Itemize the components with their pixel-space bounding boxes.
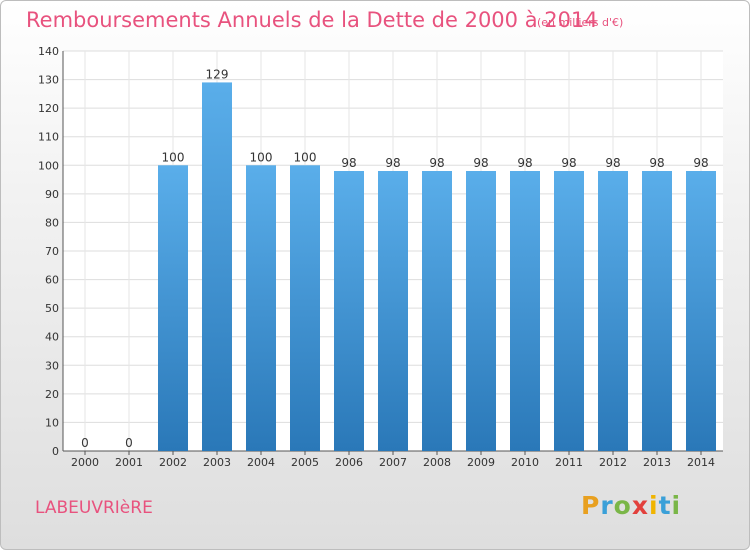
logo-letter: i <box>649 491 659 520</box>
data-label-2006: 98 <box>341 156 356 170</box>
commune-name: LABEUVRIèRE <box>35 498 153 518</box>
data-label-2000: 0 <box>81 436 89 450</box>
y-tick-label: 80 <box>45 216 59 229</box>
x-tick-label: 2010 <box>511 456 539 469</box>
y-tick-label: 70 <box>45 245 59 258</box>
x-tick-label: 2012 <box>599 456 627 469</box>
y-tick-label: 30 <box>45 359 59 372</box>
x-tick-label: 2009 <box>467 456 495 469</box>
x-tick-label: 2003 <box>203 456 231 469</box>
data-label-2010: 98 <box>517 156 532 170</box>
y-tick-label: 0 <box>52 445 59 458</box>
y-tick-label: 140 <box>38 45 59 58</box>
bar-2012 <box>598 171 628 451</box>
y-tick-label: 60 <box>45 274 59 287</box>
chart-title: Remboursements Annuels de la Dette de 20… <box>26 8 598 32</box>
bar-2006 <box>334 171 364 451</box>
bar-2007 <box>378 171 408 451</box>
y-tick-label: 10 <box>45 416 59 429</box>
x-tick-label: 2002 <box>159 456 187 469</box>
x-tick-label: 2013 <box>643 456 671 469</box>
logo-letter: P <box>581 491 601 520</box>
y-tick-label: 40 <box>45 331 59 344</box>
data-label-2008: 98 <box>429 156 444 170</box>
data-label-2002: 100 <box>162 150 185 164</box>
logo-letter: x <box>631 491 649 520</box>
y-tick-label: 50 <box>45 302 59 315</box>
data-label-2011: 98 <box>561 156 576 170</box>
x-tick-label: 2006 <box>335 456 363 469</box>
chart-subtitle: (en milliers d'€) <box>537 16 624 29</box>
data-label-2014: 98 <box>693 156 708 170</box>
labels: 0 10 20 30 40 50 60 70 80 90 100 110 120 130 140 0 2000 0… <box>38 45 715 469</box>
x-tick-label: 2000 <box>71 456 99 469</box>
logo-letter: o <box>613 491 632 520</box>
x-tick-label: 2011 <box>555 456 583 469</box>
y-tick-label: 100 <box>38 159 59 172</box>
logo-letter: i <box>671 491 682 520</box>
data-label-2003: 129 <box>206 67 229 81</box>
x-tick-label: 2007 <box>379 456 407 469</box>
bar-2008 <box>422 171 452 451</box>
bar-2013 <box>642 171 672 451</box>
bar-2002 <box>158 165 188 452</box>
bar-2011 <box>554 171 584 451</box>
data-label-2004: 100 <box>250 150 273 164</box>
data-label-2012: 98 <box>605 156 620 170</box>
x-tick-label: 2004 <box>247 456 275 469</box>
bar-2014 <box>686 171 716 451</box>
logo-letter: t <box>658 491 672 520</box>
bar-2003 <box>202 82 232 451</box>
x-tick-label: 2001 <box>115 456 143 469</box>
bar-2004 <box>246 165 276 452</box>
logo-letter: r <box>600 491 614 520</box>
y-tick-label: 90 <box>45 188 59 201</box>
data-label-2009: 98 <box>473 156 488 170</box>
y-tick-label: 130 <box>38 74 59 87</box>
y-tick-label: 110 <box>38 131 59 144</box>
bar-2005 <box>290 165 320 452</box>
x-tick-label: 2005 <box>291 456 319 469</box>
data-label-2013: 98 <box>649 156 664 170</box>
bar-2010 <box>510 171 540 451</box>
proxiti-logo: Proxiti <box>581 491 681 520</box>
x-tick-label: 2014 <box>687 456 715 469</box>
bars <box>158 82 716 452</box>
x-tick-label: 2008 <box>423 456 451 469</box>
y-tick-label: 20 <box>45 388 59 401</box>
data-label-2007: 98 <box>385 156 400 170</box>
data-label-2005: 100 <box>294 150 317 164</box>
bar-2009 <box>466 171 496 451</box>
y-tick-label: 120 <box>38 102 59 115</box>
data-label-2001: 0 <box>125 436 133 450</box>
